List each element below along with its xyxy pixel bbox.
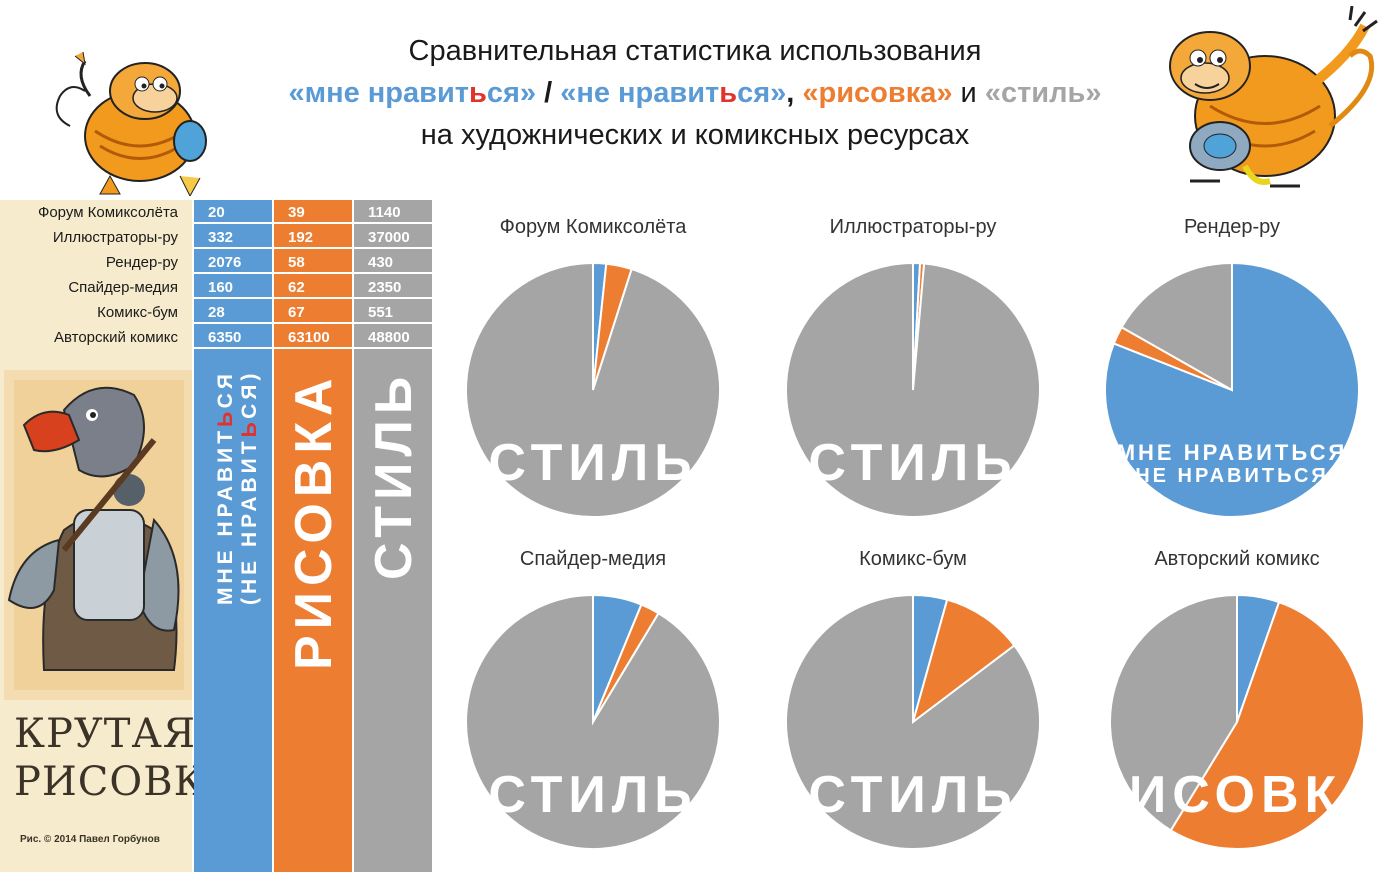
pie-title: Иллюстраторы-ру [829, 216, 997, 238]
monkey-right-illustration [1169, 6, 1378, 188]
title-dislike: «не нравиться» [560, 77, 787, 109]
eagle-illustration [4, 370, 192, 700]
table-cell: 48800 [354, 327, 432, 349]
pie-slice [785, 593, 1041, 850]
table-row-label: Иллюстраторы-ру [52, 229, 178, 246]
pie-slice [911, 598, 1016, 725]
pie-slice [1104, 261, 1360, 518]
table-cell: 1140 [354, 202, 432, 224]
brand-logo-text: КРУТАЯ РИСОВКА [14, 711, 237, 805]
table-cell: 39 [274, 202, 352, 224]
pie-overlay-label: СТИЛЬ [808, 434, 1017, 492]
title-style: «стиль» [984, 77, 1102, 109]
table-cell: 430 [354, 252, 432, 274]
table-row-label: Авторский комикс [53, 329, 178, 346]
table-cell: 37000 [354, 227, 432, 249]
pie-slice [465, 261, 721, 518]
pie-title: Форум Комиксолёта [499, 216, 687, 238]
pie-overlay-label: СТИЛЬ [808, 766, 1017, 824]
table-cell: 58 [274, 252, 352, 274]
pie-overlay-label: СТИЛЬ [488, 766, 697, 824]
table-cell: 67 [274, 302, 352, 324]
title-sep: , [786, 77, 803, 109]
pie-slice [1120, 261, 1233, 392]
pie-title: Авторский комикс [1154, 548, 1320, 570]
title-drawing: «рисовка» [802, 77, 953, 109]
table-cell: 160 [194, 277, 272, 299]
pie-title: Спайдер-медия [519, 548, 667, 570]
table-row-label: Форум Комиксолёта [37, 204, 178, 221]
table-cell: 2350 [354, 277, 432, 299]
pie-slice [785, 261, 1041, 518]
title-line-3: на художнических и комиксных ресурсах [420, 119, 970, 151]
table-row-label: Рендер-ру [105, 254, 178, 271]
table-cell: 2076 [194, 252, 272, 274]
pie-title: Комикс-бум [859, 548, 967, 570]
table-cell: 62 [274, 277, 352, 299]
title-sep: / [536, 77, 561, 109]
pie-overlay-label: РИСОВКА [1107, 766, 1367, 824]
column-style: 1140 37000 430 2350 551 48800 [354, 200, 432, 872]
title-line-2: «мне нравиться» / «не нравиться», «рисов… [180, 72, 1210, 114]
table-cell: 6350 [194, 327, 272, 349]
credit-text: Рис. © 2014 Павел Горбунов [20, 834, 160, 845]
table-cell: 551 [354, 302, 432, 324]
table-row-label: Спайдер-медия [68, 279, 178, 296]
title-sep: и [952, 77, 985, 109]
pie-slice [1109, 593, 1238, 832]
chart-title: Сравнительная статистика использования «… [180, 30, 1210, 156]
pie-overlay-label: СТИЛЬ [488, 434, 697, 492]
monkey-left-illustration [55, 51, 207, 196]
column-label-style: СТИЛЬ [365, 370, 423, 580]
table-cell: 63100 [274, 327, 352, 349]
title-like: «мне нравиться» [288, 77, 537, 109]
pie-chart: СТИЛЬ [465, 593, 721, 850]
table-cell: 192 [274, 227, 352, 249]
table-row-label: Комикс-бум [97, 304, 178, 321]
pie-chart: СТИЛЬ [465, 261, 721, 518]
pie-chart: СТИЛЬ [785, 261, 1041, 518]
pie-slice [1169, 600, 1365, 850]
pie-overlay-label: НЕ НРАВИТЬСЯ [1135, 465, 1329, 487]
column-drawing: 39 192 58 62 67 63100 [274, 200, 352, 872]
column-label-drawing: РИСОВКА [285, 372, 343, 670]
pie-slice [465, 593, 721, 850]
table-cell: 332 [194, 227, 272, 249]
table-cell: 20 [194, 202, 272, 224]
column-like: 20 332 2076 160 28 6350 [194, 200, 272, 872]
pie-title: Рендер-ру [1183, 216, 1281, 238]
pie-chart: СТИЛЬ [785, 593, 1041, 850]
title-line-1: Сравнительная статистика использования [408, 35, 982, 67]
table-cell: 28 [194, 302, 272, 324]
column-label-like: МНЕ НРАВИТЬСЯ (НЕ НРАВИТЬСЯ) [214, 369, 261, 605]
pie-chart: РИСОВКА [1107, 593, 1367, 850]
pie-overlay-label: МНЕ НРАВИТЬСЯ [1117, 440, 1348, 465]
